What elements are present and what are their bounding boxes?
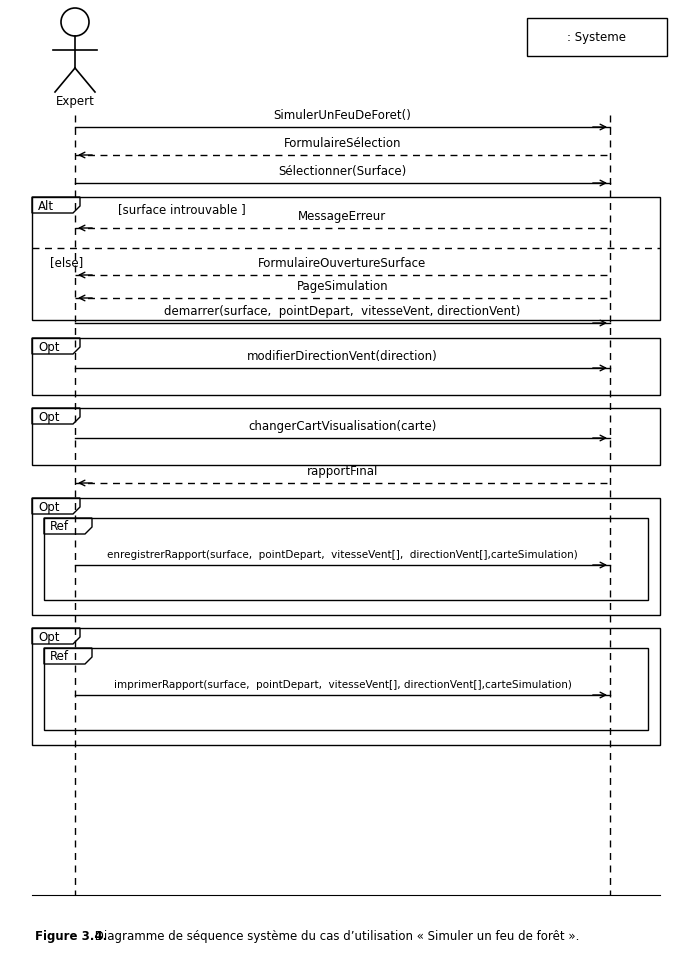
Text: Sélectionner(Surface): Sélectionner(Surface)	[278, 165, 407, 178]
Bar	[527, 18, 667, 56]
Bar	[44, 518, 648, 600]
Bar	[44, 648, 648, 730]
Text: Opt: Opt	[38, 501, 60, 513]
Text: modifierDirectionVent(direction): modifierDirectionVent(direction)	[247, 350, 438, 363]
Text: Ref: Ref	[50, 651, 69, 663]
Text: Figure 3.4.: Figure 3.4.	[35, 930, 108, 943]
Text: Opt: Opt	[38, 340, 60, 354]
Bar	[32, 197, 660, 320]
Text: rapportFinal: rapportFinal	[307, 465, 378, 478]
Bar	[32, 338, 660, 395]
Bar	[32, 628, 660, 745]
Text: PageSimulation: PageSimulation	[297, 280, 389, 293]
Text: enregistrerRapport(surface,  pointDepart,  vitesseVent[],  directionVent[],carte: enregistrerRapport(surface, pointDepart,…	[107, 550, 578, 560]
Text: SimulerUnFeuDeForet(): SimulerUnFeuDeForet()	[273, 109, 412, 122]
Bar	[32, 408, 660, 465]
Text: MessageErreur: MessageErreur	[298, 210, 387, 223]
Text: Diagramme de séquence système du cas d’utilisation « Simuler un feu de forêt ».: Diagramme de séquence système du cas d’u…	[91, 930, 579, 943]
Text: imprimerRapport(surface,  pointDepart,  vitesseVent[], directionVent[],carteSimu: imprimerRapport(surface, pointDepart, vi…	[114, 680, 571, 690]
Text: [surface introuvable ]: [surface introuvable ]	[118, 204, 246, 216]
Text: : Systeme: : Systeme	[568, 31, 627, 43]
Text: FormulaireSélection: FormulaireSélection	[284, 137, 401, 150]
Text: Ref: Ref	[50, 521, 69, 533]
Text: Opt: Opt	[38, 630, 60, 644]
Text: Expert: Expert	[56, 95, 94, 108]
Bar	[32, 498, 660, 615]
Text: changerCartVisualisation(carte): changerCartVisualisation(carte)	[248, 420, 437, 433]
Text: Figure 3.4. Diagramme de séquence système du cas d’utilisation « Simuler un feu : Figure 3.4. Diagramme de séquence systèm…	[35, 930, 586, 943]
Text: FormulaireOuvertureSurface: FormulaireOuvertureSurface	[258, 257, 427, 270]
Text: demarrer(surface,  pointDepart,  vitesseVent, directionVent): demarrer(surface, pointDepart, vitesseVe…	[164, 305, 520, 318]
Text: Alt: Alt	[38, 200, 54, 212]
Text: [else]: [else]	[50, 257, 83, 269]
Text: Opt: Opt	[38, 410, 60, 424]
